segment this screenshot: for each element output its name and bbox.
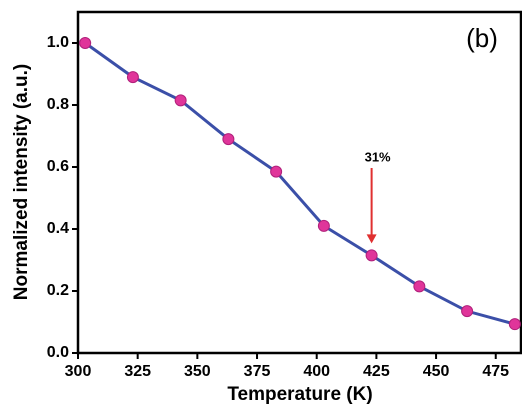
y-tick-label: 0.4 [47, 220, 69, 237]
data-point [222, 133, 235, 146]
data-point [79, 37, 92, 49]
series-line [84, 41, 516, 326]
annotation-arrowhead [366, 234, 377, 244]
data-point [270, 165, 283, 178]
y-tick-label: 0.0 [47, 344, 69, 361]
annotation-label: 31% [365, 149, 391, 164]
x-tick-label: 475 [482, 363, 509, 380]
y-tick-label: 0.8 [47, 96, 69, 113]
y-tick-label: 0.6 [47, 158, 69, 175]
data-point [126, 71, 139, 84]
data-point [508, 318, 521, 331]
x-tick-label: 300 [65, 363, 92, 380]
x-tick-label: 325 [124, 363, 151, 380]
x-tick-label: 375 [244, 363, 271, 380]
data-point [461, 305, 474, 318]
x-tick-label: 425 [363, 363, 390, 380]
data-point [317, 219, 330, 232]
data-point [174, 94, 187, 107]
data-point [413, 280, 426, 293]
y-tick-label: 1.0 [47, 34, 69, 51]
x-axis-label: Temperature (K) [227, 384, 372, 405]
x-tick-label: 450 [423, 363, 450, 380]
y-tick-label: 0.2 [47, 282, 69, 299]
panel-label: (b) [466, 23, 498, 53]
y-axis-label: Normalized intensity (a.u.) [11, 64, 32, 300]
data-point [365, 249, 378, 262]
x-tick-label: 350 [184, 363, 211, 380]
plot-frame [76, 10, 522, 355]
x-tick-label: 400 [303, 363, 330, 380]
